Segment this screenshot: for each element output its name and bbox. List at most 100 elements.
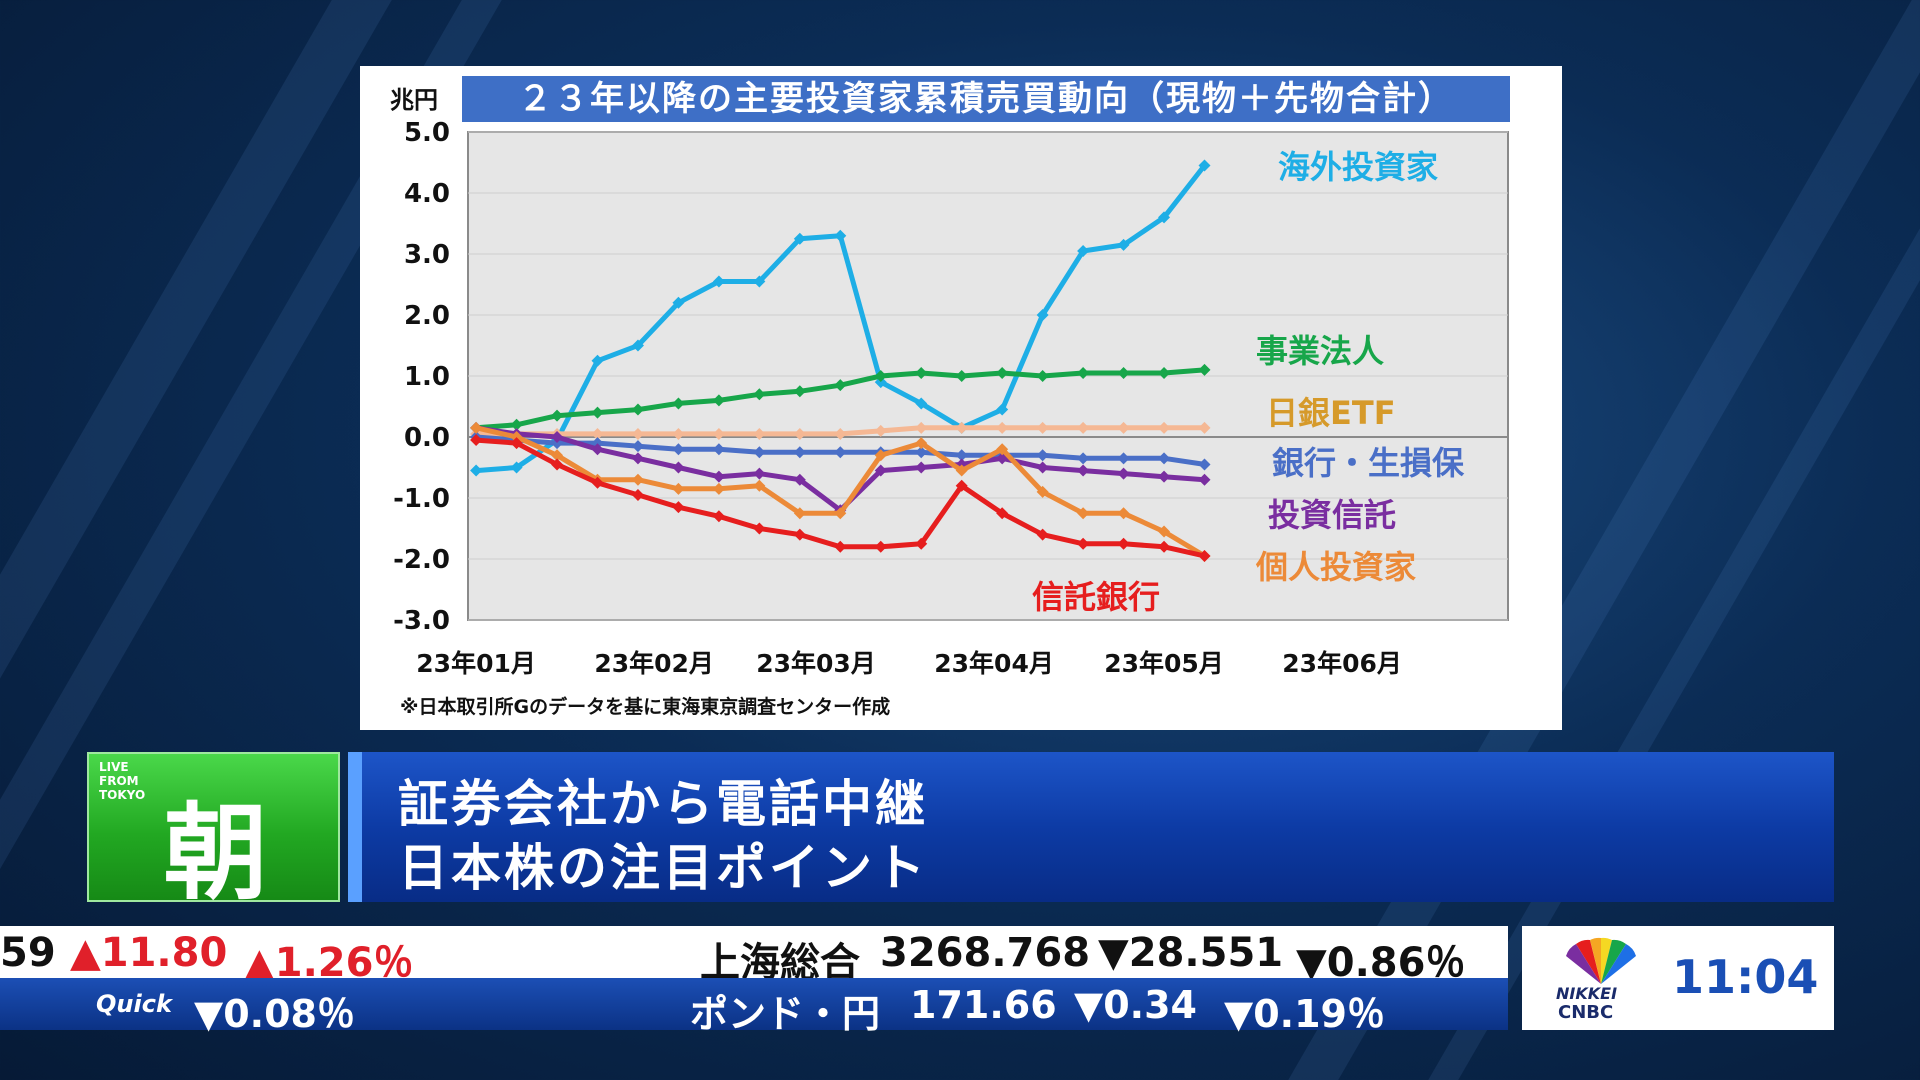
data-point [551,449,564,462]
data-point [753,479,766,492]
data-point [591,476,604,489]
data-point [834,427,847,440]
x-tick-label: 23年02月 [594,649,714,678]
series-日銀ETF [470,421,1211,440]
chart-title-bar: ２３年以降の主要投資家累積売買動向（現物＋先物合計） [462,76,1510,122]
x-tick-label: 23年03月 [756,649,876,678]
data-point [551,431,564,443]
data-point [1077,507,1090,520]
data-point [753,275,766,288]
data-point [672,397,685,410]
data-point [1158,470,1171,483]
ticker-row-bottom: Quick ▼0.08％ ポンド・円 171.66 ▼0.34 ▼0.19％ [0,978,1508,1036]
data-point [996,366,1009,379]
data-point [591,406,604,419]
data-point [1158,452,1171,465]
y-axis-unit: 兆円 [390,86,438,114]
data-point [955,479,968,492]
data-point [915,461,928,474]
data-point [793,507,806,520]
data-point [874,449,887,462]
data-point [1198,363,1211,376]
fx-value: 171.66 [910,983,1057,1027]
data-point [834,229,847,242]
chart-panel: 5.0 4.0 3.0 2.0 1.0 0.0 -1.0 -2.0 -3.0 23年01月 23年… [360,66,1562,730]
data-point [1158,366,1171,379]
ticker-index-value: 3268.768 [880,930,1091,976]
data-point [1077,366,1090,379]
data-point [955,464,968,477]
series-個人投資家 [470,421,1211,562]
data-point [1117,366,1130,379]
x-tick-label: 23年01月 [416,649,536,678]
data-point [955,421,968,434]
y-tick-label: 4.0 [404,179,450,209]
live-badge: LIVE FROM TOKYO 朝 [87,752,340,914]
x-axis-ticks: 23年01月 23年02月 23年03月 23年04月 23年05月 23年06月 [416,649,1402,678]
data-point [874,370,887,382]
data-point [834,507,847,520]
data-point [672,427,685,440]
segment-title: 朝 [163,792,268,914]
clock-time: 11:04 [1672,950,1819,1004]
x-tick-label: 23年04月 [934,649,1054,678]
data-point [1036,449,1049,462]
data-point [1077,464,1090,477]
data-point [1036,421,1049,434]
data-point [470,464,483,477]
data-point [1117,507,1130,520]
fx-percent: ▼0.19％ [1224,992,1385,1036]
x-tick-label: 23年06月 [1282,649,1402,678]
data-point [510,461,523,474]
line-chart: 5.04.03.02.01.00.0-1.0-2.0-3.0 23年01月 23年… [393,118,1509,678]
data-point [631,427,644,440]
data-point [753,522,766,535]
data-point [631,339,644,352]
chart-title: ２３年以降の主要投資家累積売買動向（現物＋先物合計） [518,79,1454,119]
data-point [793,446,806,459]
series-label: 海外投資家 [1278,148,1438,186]
series-投資信託 [470,421,1211,517]
data-point [510,418,523,431]
data-point [672,461,685,474]
data-point [1158,421,1171,434]
data-point [915,366,928,379]
data-point [672,501,685,514]
nikkei-logo-text: NIKKEI [1556,984,1618,1003]
data-point [591,354,604,367]
data-point [712,394,725,407]
data-point [591,427,604,440]
data-point [915,421,928,434]
series-label: 個人投資家 [1255,548,1416,586]
data-point [1077,452,1090,465]
series-label: 事業法人 [1256,332,1384,370]
data-point [793,385,806,398]
data-point [834,540,847,553]
data-point [672,296,685,309]
data-point [915,397,928,410]
headline-line-1: 証券会社から電話中継 [398,775,928,833]
data-point [1158,211,1171,224]
data-point [631,403,644,416]
peacock-logo-icon [1566,937,1636,984]
data-point [591,437,604,450]
y-tick-label: -1.0 [393,484,450,514]
series-銀行・生損保 [470,431,1211,471]
data-point [631,473,644,486]
data-point [915,446,928,459]
data-point [1036,370,1049,382]
data-point [1117,421,1130,434]
data-point [1077,537,1090,550]
data-point [996,507,1009,520]
data-point [1117,467,1130,480]
data-point [1198,458,1211,471]
data-point [1036,309,1049,321]
data-point [834,446,847,459]
ticker-index-change: ▼28.551 [1098,930,1284,976]
data-point [793,473,806,486]
series-lines [470,159,1211,562]
series-label: 銀行・生損保 [1272,444,1465,482]
data-point [672,482,685,495]
ticker-change: ▲11.80 [70,930,228,976]
